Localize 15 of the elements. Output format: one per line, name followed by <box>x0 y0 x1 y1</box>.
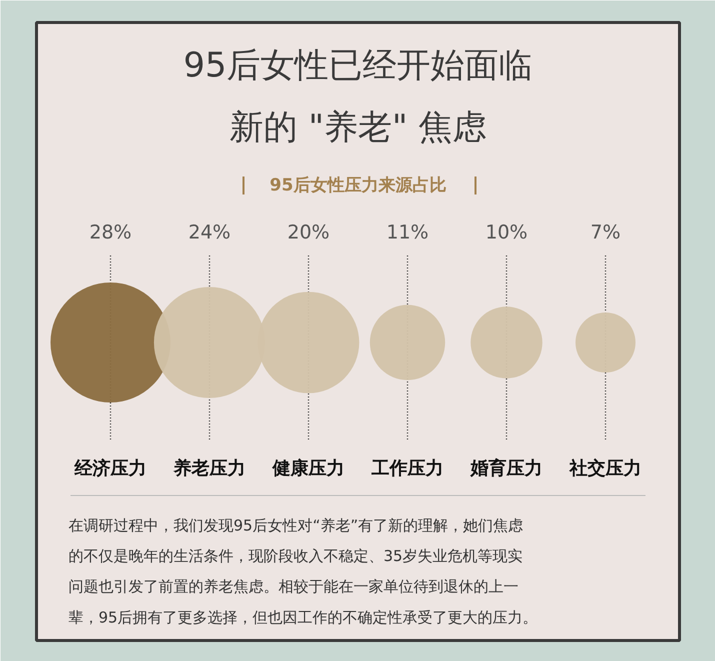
text: 95后女性已经开始面临新的 "养老" 焦虑 <box>183 46 533 148</box>
category-label: 婚育压力 <box>470 457 542 479</box>
category-label: 工作压力 <box>370 458 444 479</box>
data-label: 7% <box>590 222 621 244</box>
data-label: 10% <box>485 222 528 244</box>
data-label: 24% <box>188 222 231 244</box>
text: 在调研过程中，我们发现95后女性对“养老”有了新的理解，她们焦虑的不仅是晚年的生活条件，现阶段收入不稳定、35岁失业危机等现实问题也引发了前置的养老焦虑。相较于能在一家单位待到退休的上一辈，95后拥有了更多选择，但也因工作的不确定性承受了更大的压力。 <box>68 516 538 626</box>
text: 95后女性压力来源占比 <box>270 176 446 196</box>
category-label: 养老压力 <box>172 458 246 479</box>
data-label: 11% <box>386 222 429 244</box>
category-label: 社交压力 <box>568 458 642 479</box>
data-label: 20% <box>287 222 330 244</box>
category-label: 经济压力 <box>74 458 146 479</box>
category-label: 健康压力 <box>272 458 344 479</box>
data-label: 28% <box>89 222 132 244</box>
